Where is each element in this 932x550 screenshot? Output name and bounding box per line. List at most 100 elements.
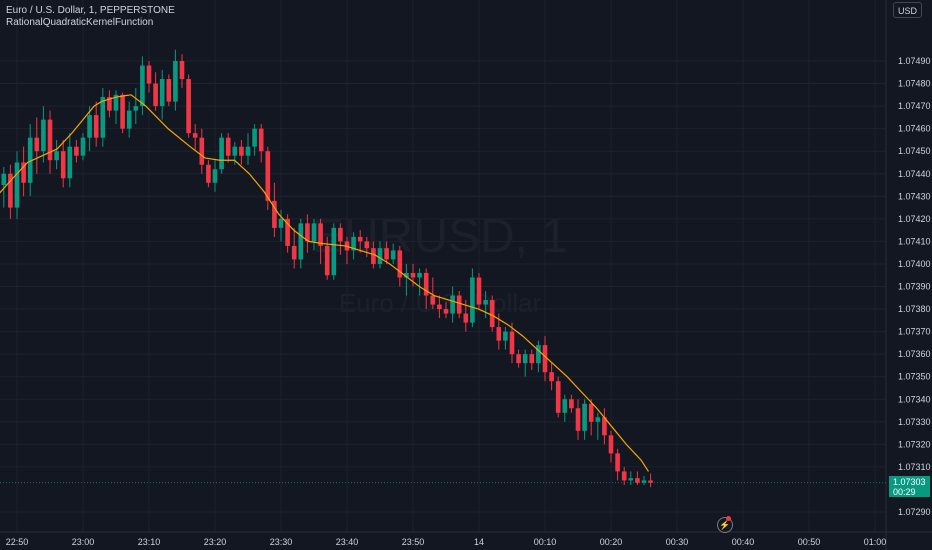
last-price-tag: 1.07303 00:29 <box>889 476 930 497</box>
candle-body <box>602 417 607 436</box>
price-tick-label: 1.07420 <box>898 214 931 224</box>
candle-body <box>166 79 172 102</box>
last-price-value: 1.07303 <box>893 477 926 487</box>
candle-body <box>377 248 383 264</box>
candle-body <box>324 245 330 276</box>
candle-body <box>192 133 198 138</box>
candle-body <box>635 478 640 483</box>
candle-body <box>588 403 594 422</box>
candle-body <box>278 218 284 228</box>
price-tick-label: 1.07390 <box>898 282 931 292</box>
candle-body <box>67 146 73 179</box>
candle-body <box>509 331 515 355</box>
candle-body <box>153 83 158 107</box>
candle-body <box>93 115 99 138</box>
candle-body <box>272 200 277 228</box>
candle-body <box>298 223 304 260</box>
candle-body <box>371 248 376 264</box>
candle-body <box>437 304 442 310</box>
candle-body <box>555 381 561 413</box>
candle-body <box>503 331 508 341</box>
candle-body <box>318 223 323 246</box>
candle-body <box>265 151 271 201</box>
candle-body <box>470 277 475 323</box>
candle-body <box>404 272 409 278</box>
candle-body <box>258 128 264 152</box>
candle-body <box>621 471 627 481</box>
candle-body <box>357 236 363 242</box>
candle-body <box>80 137 86 156</box>
price-tick-label: 1.07370 <box>898 327 931 337</box>
time-tick-label: 23:20 <box>204 537 227 547</box>
time-tick-label: 22:50 <box>6 537 29 547</box>
time-tick-label: 23:40 <box>336 537 359 547</box>
candle-body <box>225 137 231 156</box>
lightning-icon[interactable]: ⚡ <box>717 517 733 533</box>
candle-body <box>489 300 495 328</box>
candle-body <box>615 453 620 472</box>
time-tick-label: 14 <box>474 537 484 547</box>
price-tick-label: 1.07340 <box>898 394 931 404</box>
candle-body <box>212 169 218 183</box>
candle-body <box>305 223 310 242</box>
symbol-title: Euro / U.S. Dollar, 1, PEPPERSTONE <box>6 5 175 16</box>
candle-body <box>483 300 488 305</box>
candle-body <box>311 223 317 242</box>
watermark-symbol: EURUSD, 1 <box>312 210 568 263</box>
candle-body <box>364 241 370 249</box>
candle-body <box>239 146 244 156</box>
price-tick-label: 1.07410 <box>898 236 931 246</box>
candle-body <box>410 272 416 278</box>
candle-body <box>384 248 389 260</box>
time-tick-label: 23:10 <box>138 537 161 547</box>
candle-body <box>245 146 251 156</box>
currency-button[interactable]: USD <box>893 2 922 18</box>
candle-body <box>582 403 587 431</box>
candle-body <box>133 106 139 111</box>
price-tick-label: 1.07360 <box>898 349 931 359</box>
indicator-label[interactable]: RationalQuadraticKernelFunction <box>6 17 154 28</box>
candle-body <box>74 146 79 156</box>
price-tick-label: 1.07290 <box>898 507 931 517</box>
price-tick-label: 1.07490 <box>898 56 931 66</box>
candle-body <box>173 61 178 102</box>
price-tick-label: 1.07460 <box>898 124 931 134</box>
candle-body <box>140 65 145 107</box>
candle-body <box>450 295 455 314</box>
candle-body <box>397 250 403 278</box>
candle-body <box>443 309 449 314</box>
candle-body <box>390 250 396 260</box>
candle-body <box>27 137 33 183</box>
candle-body <box>232 146 238 156</box>
price-tick-label: 1.07380 <box>898 304 931 314</box>
candle-body <box>206 164 211 183</box>
candle-body <box>562 399 568 413</box>
candle-body <box>542 345 548 373</box>
time-tick-label: 00:10 <box>534 537 557 547</box>
time-tick-label: 00:50 <box>798 537 821 547</box>
candle-body <box>100 97 106 138</box>
time-tick-label: 01:00 <box>864 537 887 547</box>
candle-body <box>456 295 462 314</box>
candle-body <box>285 218 290 246</box>
candle-body <box>1 173 7 186</box>
candle-body <box>199 137 205 165</box>
candle-body <box>463 313 469 323</box>
candle-body <box>54 151 59 161</box>
candle-body <box>516 354 521 364</box>
price-tick-label: 1.07330 <box>898 417 931 427</box>
time-tick-label: 23:00 <box>72 537 95 547</box>
candle-body <box>331 227 337 276</box>
candle-body <box>120 94 125 129</box>
candle-body <box>107 97 112 111</box>
candle-body <box>569 399 574 409</box>
candle-body <box>423 272 429 296</box>
price-tick-label: 1.07320 <box>898 439 931 449</box>
candle-body <box>113 94 119 111</box>
time-tick-label: 23:50 <box>402 537 425 547</box>
price-tick-label: 1.07450 <box>898 146 931 156</box>
candle-body <box>14 162 20 208</box>
time-tick-label: 00:40 <box>732 537 755 547</box>
candle-body <box>179 61 185 80</box>
